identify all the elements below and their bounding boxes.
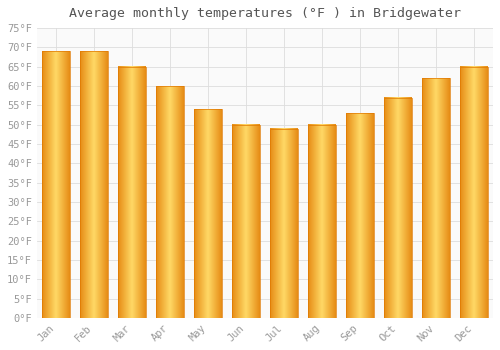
Bar bbox=[308, 125, 336, 318]
Bar bbox=[42, 51, 70, 318]
Bar bbox=[270, 128, 297, 318]
Bar bbox=[232, 125, 260, 318]
Bar bbox=[346, 113, 374, 318]
Bar bbox=[118, 67, 146, 318]
Bar bbox=[422, 78, 450, 318]
Bar bbox=[194, 109, 222, 318]
Bar bbox=[156, 86, 184, 318]
Title: Average monthly temperatures (°F ) in Bridgewater: Average monthly temperatures (°F ) in Br… bbox=[69, 7, 461, 20]
Bar bbox=[460, 67, 487, 318]
Bar bbox=[384, 98, 411, 318]
Bar bbox=[80, 51, 108, 318]
